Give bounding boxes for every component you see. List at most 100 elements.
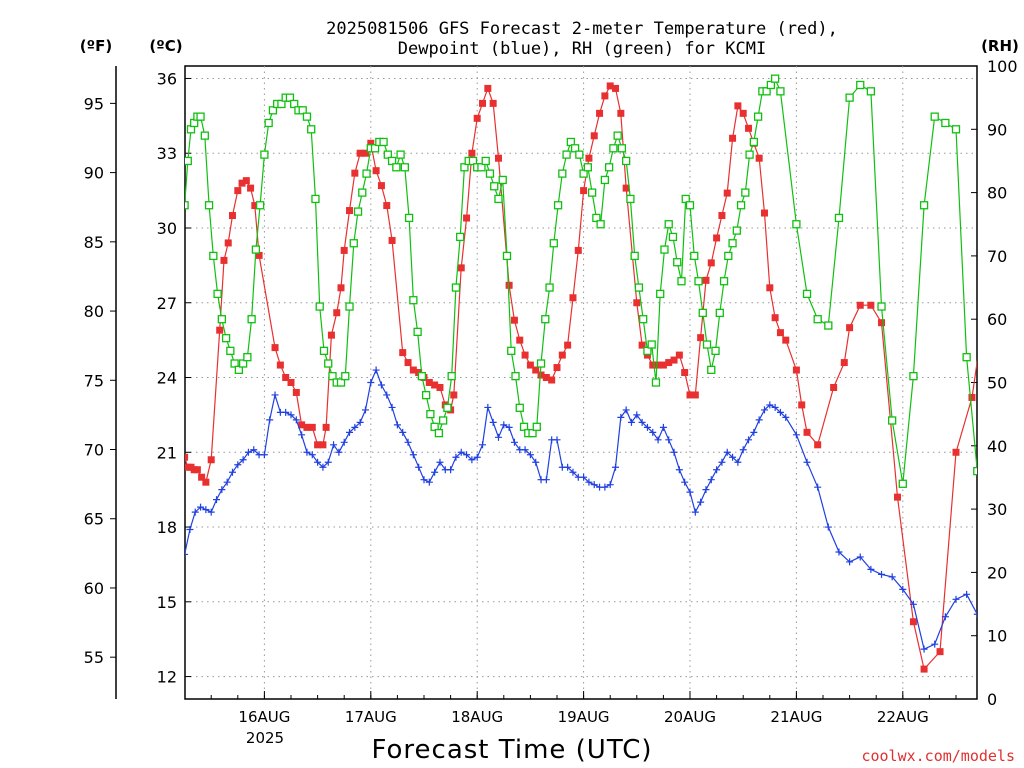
dewpoint-point <box>856 553 864 561</box>
dewpoint-point <box>702 486 710 494</box>
rh-point <box>468 156 478 166</box>
temperature-point <box>383 202 391 210</box>
dewpoint-point <box>846 558 854 566</box>
rh-point <box>651 378 661 387</box>
dewpoint-point <box>494 433 502 441</box>
temperature-point <box>404 359 412 367</box>
temperature-point <box>247 184 255 192</box>
y-tick-label-celsius: 21 <box>157 443 177 462</box>
y-tick-label-fahrenheit: 80 <box>84 302 104 321</box>
dewpoint-point <box>973 610 977 618</box>
rh-point <box>196 112 205 121</box>
dewpoint-point <box>473 453 481 461</box>
temperature-point <box>337 284 345 292</box>
unit-label-rh: (RH) <box>981 37 1019 55</box>
rh-point <box>558 169 567 178</box>
temperature-point <box>234 187 242 195</box>
rh-point <box>824 321 833 330</box>
dewpoint-point <box>505 423 513 431</box>
y-tick-label-celsius: 15 <box>157 593 177 612</box>
rh-point <box>549 239 558 248</box>
rh-point <box>856 80 865 90</box>
temperature-point <box>840 359 848 367</box>
rh-point <box>230 359 239 368</box>
rh-point <box>328 372 337 381</box>
rh-point <box>724 251 733 261</box>
rh-point <box>643 346 652 356</box>
source-credit: coolwx.com/models <box>861 747 1015 765</box>
dewpoint-point <box>335 448 343 456</box>
dewpoint-point <box>899 585 907 593</box>
y-tick-label-celsius: 30 <box>157 219 177 238</box>
dewpoint-point <box>638 418 646 426</box>
dewpoint-point <box>633 411 641 419</box>
dewpoint-point <box>867 565 875 573</box>
rh-point <box>447 372 456 381</box>
dewpoint-point <box>755 416 763 424</box>
temperature-point <box>952 448 960 456</box>
dewpoint-point <box>308 451 316 459</box>
temperature-point <box>968 393 976 401</box>
unit-label-celsius: (ºC) <box>149 37 182 55</box>
rh-point <box>443 403 452 412</box>
rh-point <box>426 409 435 419</box>
dewpoint-point <box>617 413 625 421</box>
x-tick-label: 17AUG <box>345 708 397 726</box>
rh-point <box>260 150 269 159</box>
dewpoint-point <box>185 550 189 558</box>
dewpoint-point <box>729 453 737 461</box>
dewpoint-point <box>500 421 508 429</box>
dewpoint-point <box>244 448 252 456</box>
rh-point <box>404 213 414 223</box>
temperature-point <box>494 154 502 162</box>
rh-point <box>570 144 580 153</box>
rh-point <box>434 428 444 438</box>
dewpoint-point <box>223 478 231 486</box>
rh-point <box>502 251 512 261</box>
rh-point <box>732 226 741 235</box>
dewpoint-point <box>314 458 322 466</box>
temperature-point <box>356 149 364 157</box>
dewpoint-point <box>686 488 694 496</box>
rh-point <box>766 80 776 90</box>
dewpoint-line <box>185 368 977 651</box>
temperature-point <box>649 361 657 369</box>
temperature-point <box>920 665 928 673</box>
dewpoint-point <box>532 458 540 466</box>
rh-point <box>477 163 486 172</box>
rh-point <box>185 156 192 166</box>
temperature-point <box>792 366 800 374</box>
rh-point <box>596 220 605 229</box>
temperature-point <box>697 334 705 342</box>
dewpoint-point <box>963 590 971 598</box>
rh-point <box>749 137 758 147</box>
temperature-point <box>670 356 678 364</box>
dewpoint-point <box>526 451 534 459</box>
x-tick-label: 22AUG <box>877 708 929 726</box>
dewpoint-point <box>292 416 300 424</box>
rh-point <box>456 232 465 242</box>
dewpoint-point <box>606 481 614 489</box>
dewpoint-point <box>388 403 396 411</box>
rh-point <box>690 251 699 261</box>
rh-point <box>1006 214 1013 221</box>
rh-point <box>451 283 461 292</box>
dewpoint-point <box>654 436 662 444</box>
temperature-point <box>691 391 699 399</box>
temperature-point <box>718 212 726 220</box>
dewpoint-point <box>425 478 433 486</box>
rh-point <box>298 106 307 115</box>
dewpoint-point <box>266 416 274 424</box>
dewpoint-point <box>564 463 572 471</box>
dewpoint-point <box>590 481 598 489</box>
temperature-point <box>830 383 838 391</box>
temperature-point <box>936 648 944 656</box>
dewpoint-point <box>792 431 800 439</box>
rh-point <box>973 466 977 476</box>
dewpoint-point <box>665 436 673 444</box>
rh-point <box>673 258 682 267</box>
axes: 12 15 18 21 24 27 30 33 36 16AUG 17AUG 18AUG 19AUG 20… <box>84 57 1018 726</box>
dewpoint-point <box>888 573 896 581</box>
temperature-point <box>782 336 790 344</box>
rh-point <box>583 163 593 172</box>
